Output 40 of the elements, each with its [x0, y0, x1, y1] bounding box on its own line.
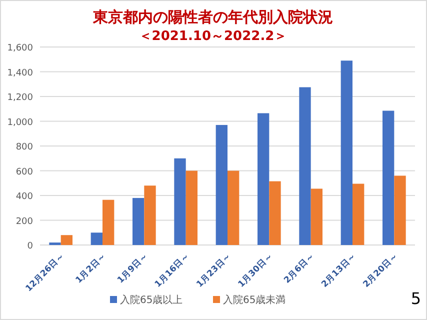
y-tick-label: 0	[27, 242, 34, 252]
bar	[60, 235, 72, 245]
legend-label: 入院65歳未満	[223, 294, 286, 306]
chart-subtitle: ＜2021.10～2022.2＞	[138, 29, 288, 44]
y-tick-label: 600	[16, 167, 34, 178]
x-tick-label: 1月9日～	[115, 250, 150, 286]
bar	[258, 113, 270, 245]
bar	[340, 60, 352, 245]
bar	[90, 232, 102, 245]
bar	[269, 181, 281, 245]
bar	[144, 186, 156, 245]
bar	[310, 188, 322, 245]
bar	[299, 87, 311, 245]
x-tick-label: 12月26日～	[23, 250, 67, 294]
x-tick-label: 2月20日～	[360, 250, 400, 290]
bar	[228, 170, 240, 245]
bar	[102, 200, 114, 245]
x-tick-label: 1月30日～	[236, 250, 276, 290]
bar	[132, 198, 144, 245]
text: 5	[410, 289, 421, 308]
y-tick-label: 1,000	[7, 118, 34, 128]
bar	[186, 170, 198, 245]
bar	[394, 176, 406, 245]
bar	[216, 124, 228, 245]
bar	[382, 110, 394, 245]
x-tick-label: 2月6日～	[282, 250, 317, 286]
y-tick-label: 200	[16, 216, 34, 227]
bar	[174, 158, 186, 245]
y-tick-label: 1,200	[7, 93, 34, 103]
x-tick-label: 2月13日～	[319, 250, 359, 290]
x-tick-label: 1月2日～	[73, 250, 109, 286]
x-tick-label: 1月23日～	[194, 250, 234, 290]
y-tick-label: 1,600	[7, 44, 34, 54]
y-tick-label: 400	[16, 192, 34, 202]
legend-label: 入院65歳以上	[120, 294, 183, 306]
chart-title: 東京都内の陽性者の年代別入院状況	[92, 8, 333, 26]
bar	[352, 184, 364, 245]
y-tick-label: 800	[16, 142, 34, 152]
y-tick-label: 1,400	[7, 68, 34, 78]
x-tick-label: 1月16日～	[152, 250, 192, 290]
